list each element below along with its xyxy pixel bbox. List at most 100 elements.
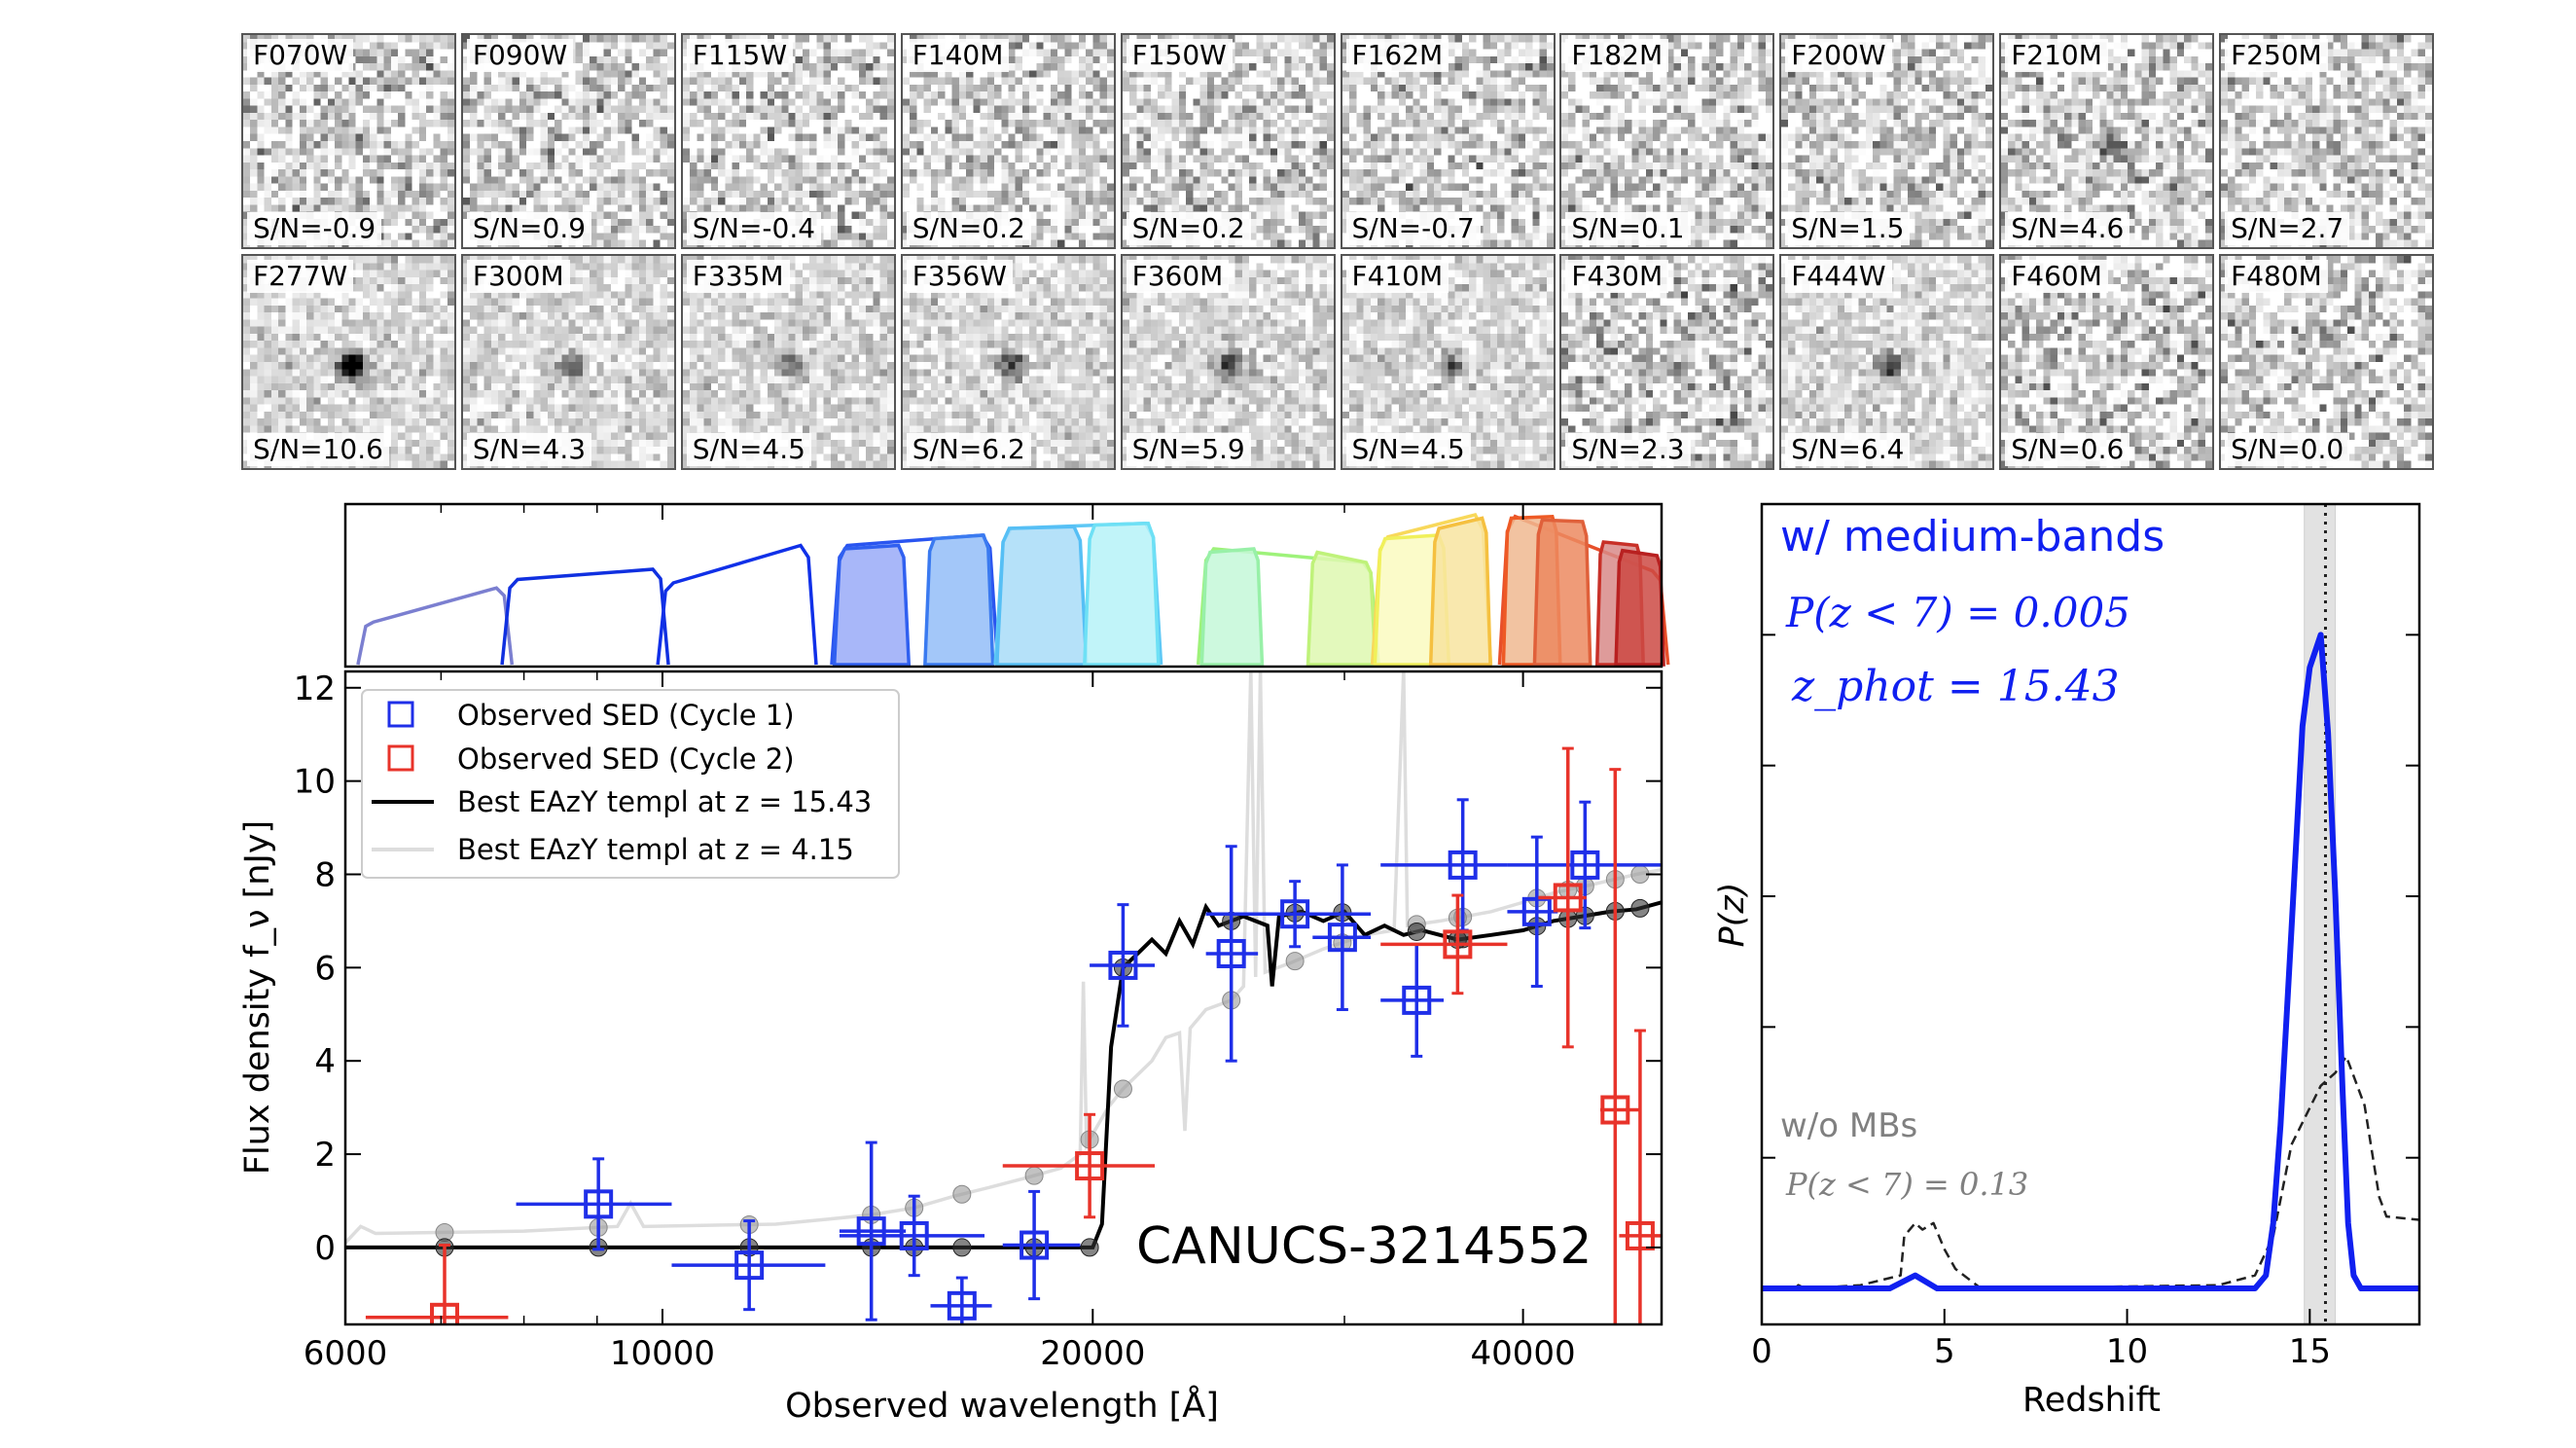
square-marker <box>1108 950 1138 980</box>
y-tick-label: 4 <box>314 1042 336 1081</box>
stamp-filter-label: F430M <box>1565 260 1669 293</box>
square-marker <box>1553 883 1583 913</box>
square-marker <box>1521 896 1552 926</box>
square-marker <box>899 1220 929 1250</box>
stamp-snr-label: S/N=5.9 <box>1126 433 1251 466</box>
stamp-f150w: F150W S/N=0.2 <box>1120 33 1336 249</box>
observed-point-cycle2 <box>1619 1029 1662 1324</box>
stamp-snr-label: S/N=2.3 <box>1565 433 1691 466</box>
filter-curve-f360m <box>1428 516 1492 667</box>
sed-chart: 6000 10000 20000 40000 0 2 4 6 8 10 12 Observed SE… <box>238 504 1664 1426</box>
pz-without-mb-probability: P(z < 7) = 0.13 <box>1785 1166 2028 1203</box>
model-point-z15 <box>952 1238 972 1257</box>
model-point-z4 <box>1113 1079 1132 1099</box>
x-tick-label: 6000 <box>304 1334 388 1373</box>
stamp-snr-label: S/N=0.6 <box>2005 433 2130 466</box>
legend-cycle2-label: Observed SED (Cycle 2) <box>457 742 795 776</box>
pz-title-with-mb: w/ medium-bands <box>1780 512 2165 561</box>
filter-curve-f162m <box>923 533 995 667</box>
stamp-snr-label: S/N=0.2 <box>1126 212 1251 245</box>
observed-point-cycle1 <box>1090 903 1156 1028</box>
pz-y-axis-label: P(z) <box>1713 883 1752 948</box>
observed-point-cycle2 <box>1002 1112 1156 1219</box>
stamp-filter-label: F460M <box>2005 260 2108 293</box>
stamp-snr-label: S/N=4.6 <box>2005 212 2130 245</box>
square-marker <box>734 1250 765 1281</box>
legend-cycle1-label: Observed SED (Cycle 1) <box>457 699 795 732</box>
observed-point-cycle1 <box>1380 798 1508 932</box>
x-tick-label: 5 <box>1934 1332 1955 1371</box>
stamp-f250m: F250M S/N=2.7 <box>2219 33 2435 249</box>
sed-x-axis-label: Observed wavelength [Å] <box>785 1384 1219 1426</box>
pz-title-without-mb: w/o MBs <box>1780 1106 1917 1145</box>
stamp-snr-label: S/N=4.5 <box>686 433 811 466</box>
stamp-filter-label: F250M <box>2225 39 2328 72</box>
stamp-f210m: F210M S/N=4.6 <box>1999 33 2215 249</box>
filter-curve-f182m <box>994 525 1089 667</box>
stamp-filter-label: F182M <box>1565 39 1669 72</box>
x-tick-label: 15 <box>2289 1332 2331 1371</box>
model-point-z4 <box>1024 1166 1044 1185</box>
observed-point-cycle2 <box>1600 768 1640 1324</box>
filter-curve-f070w <box>356 586 515 666</box>
filter-curve-f300m <box>1306 550 1377 667</box>
observed-point-cycle1 <box>839 1140 907 1321</box>
stamp-f162m: F162M S/N=-0.7 <box>1340 33 1556 249</box>
x-tick-label: 10 <box>2106 1332 2148 1371</box>
stamp-snr-label: S/N=1.5 <box>1785 212 1911 245</box>
stamp-f090w: F090W S/N=0.9 <box>460 33 676 249</box>
stamp-filter-label: F300M <box>466 260 570 293</box>
square-marker <box>1402 985 1432 1015</box>
observed-point-cycle1 <box>1507 800 1662 930</box>
legend-z15-label: Best EAzY templ at z = 15.43 <box>457 785 872 818</box>
filter-curve-f210m <box>1083 521 1161 667</box>
stamp-filter-label: F162M <box>1345 39 1449 72</box>
y-tick-label: 10 <box>294 763 336 802</box>
observed-point-cycle2 <box>1380 893 1508 996</box>
stamp-snr-label: S/N=6.4 <box>1785 433 1911 466</box>
stamp-f182m: F182M S/N=0.1 <box>1559 33 1775 249</box>
stamp-filter-label: F444W <box>1785 260 1892 293</box>
observed-point-cycle1 <box>839 1194 985 1278</box>
stamp-filter-label: F410M <box>1345 260 1449 293</box>
stamp-filter-label: F210M <box>2005 39 2108 72</box>
stamp-filter-label: F090W <box>466 39 574 72</box>
stamp-snr-label: S/N=2.7 <box>2225 212 2350 245</box>
model-point-z15 <box>1407 922 1426 941</box>
y-tick-label: 8 <box>314 855 336 894</box>
stamp-f140m: F140M S/N=0.2 <box>900 33 1116 249</box>
model-point-z15 <box>1630 898 1650 918</box>
pz-with-mb-probability: P(z < 7) = 0.005 <box>1785 589 2130 636</box>
square-marker <box>1327 923 1357 953</box>
sed-frame <box>343 670 1664 1326</box>
stamp-filter-label: F200W <box>1785 39 1892 72</box>
stamp-snr-label: S/N=0.9 <box>466 212 592 245</box>
stamp-filter-label: F480M <box>2225 260 2328 293</box>
stamp-filter-label: F335M <box>686 260 790 293</box>
stamp-snr-label: S/N=-0.7 <box>1345 212 1481 245</box>
square-marker <box>947 1290 977 1321</box>
observed-point-cycle2 <box>1538 746 1587 1049</box>
stamp-snr-label: S/N=10.6 <box>247 433 389 466</box>
zphot-uncertainty-band <box>2304 504 2337 1324</box>
legend-cycle2-marker <box>387 744 414 772</box>
pz-x-axis-label: Redshift <box>2022 1381 2161 1420</box>
x-tick-label: 0 <box>1751 1332 1772 1371</box>
filter-panel-frame <box>343 502 1664 669</box>
stamp-f070w: F070W S/N=-0.9 <box>241 33 456 249</box>
square-marker <box>1280 899 1310 929</box>
stamp-filter-label: F150W <box>1126 39 1233 72</box>
stamp-f444w: F444W S/N=6.4 <box>1779 254 1995 470</box>
filter-curve-f140m <box>832 543 912 667</box>
y-tick-label: 6 <box>314 949 336 988</box>
x-tick-label: 10000 <box>610 1334 715 1373</box>
legend-cycle1-marker <box>387 701 414 728</box>
stamp-snr-label: S/N=0.1 <box>1565 212 1691 245</box>
square-marker <box>1570 850 1600 880</box>
stamp-snr-label: S/N=4.5 <box>1345 433 1471 466</box>
stamp-f300m: F300M S/N=4.3 <box>460 254 676 470</box>
x-tick-label: 20000 <box>1040 1334 1145 1373</box>
stamp-f480m: F480M S/N=0.0 <box>2219 254 2435 470</box>
square-marker <box>1216 938 1246 968</box>
stamp-f335m: F335M S/N=4.5 <box>680 254 896 470</box>
